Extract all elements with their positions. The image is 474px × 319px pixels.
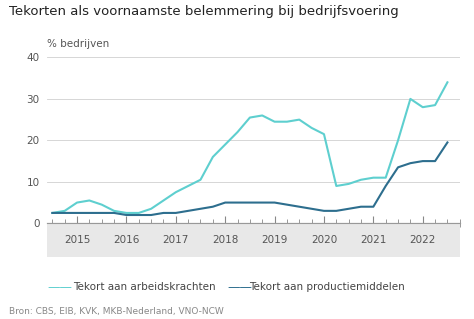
Text: Tekort aan arbeidskrachten: Tekort aan arbeidskrachten [73,282,216,292]
Text: 2016: 2016 [113,235,140,245]
Text: % bedrijven: % bedrijven [47,40,109,49]
Text: 2019: 2019 [261,235,288,245]
Text: ——: —— [47,281,73,293]
Text: 2021: 2021 [360,235,386,245]
Text: Bron: CBS, EIB, KVK, MKB-Nederland, VNO-NCW: Bron: CBS, EIB, KVK, MKB-Nederland, VNO-… [9,307,224,316]
Text: 2015: 2015 [64,235,90,245]
Text: Tekort aan productiemiddelen: Tekort aan productiemiddelen [249,282,405,292]
Text: 2018: 2018 [212,235,238,245]
Text: ——: —— [228,281,253,293]
Text: Tekorten als voornaamste belemmering bij bedrijfsvoering: Tekorten als voornaamste belemmering bij… [9,5,399,18]
Text: 2017: 2017 [163,235,189,245]
Text: 2022: 2022 [410,235,436,245]
Text: 2020: 2020 [311,235,337,245]
